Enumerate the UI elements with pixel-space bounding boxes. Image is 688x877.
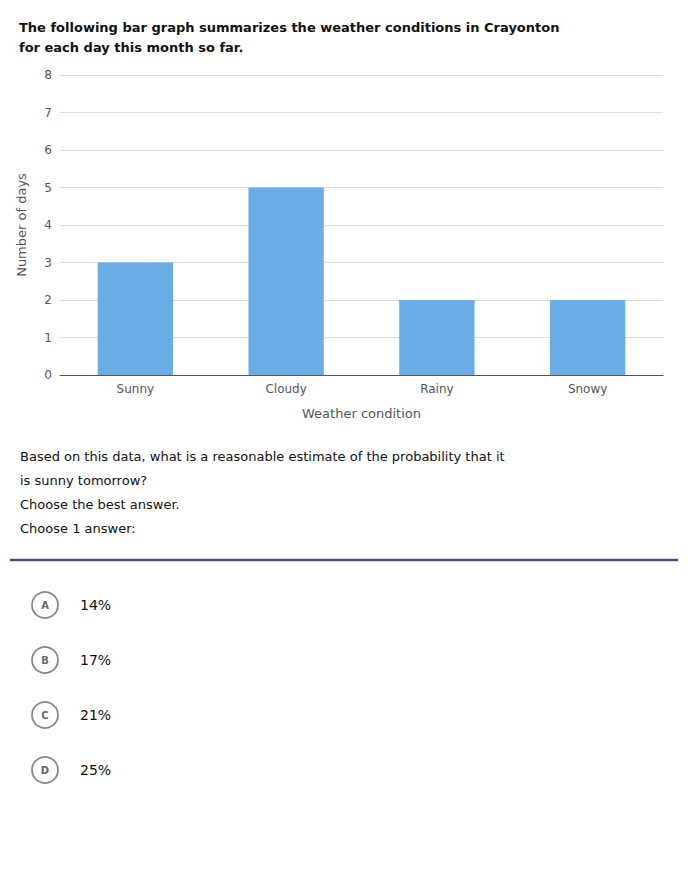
svg-text:A: A bbox=[41, 600, 49, 611]
svg-text:5: 5 bbox=[44, 181, 52, 195]
svg-text:The following bar graph summar: The following bar graph summarizes the w… bbox=[19, 20, 559, 35]
svg-text:8: 8 bbox=[44, 68, 52, 82]
svg-text:4: 4 bbox=[44, 218, 52, 232]
svg-text:14%: 14% bbox=[80, 597, 111, 613]
svg-text:B: B bbox=[41, 655, 49, 666]
svg-text:2: 2 bbox=[44, 293, 52, 307]
svg-text:Cloudy: Cloudy bbox=[265, 382, 306, 396]
svg-text:6: 6 bbox=[44, 143, 52, 157]
svg-text:C: C bbox=[41, 710, 48, 721]
svg-text:is sunny tomorrow?: is sunny tomorrow? bbox=[20, 473, 147, 488]
svg-text:Snowy: Snowy bbox=[568, 382, 607, 396]
svg-text:21%: 21% bbox=[80, 707, 111, 723]
svg-text:for each day this month so far: for each day this month so far. bbox=[19, 40, 243, 55]
svg-text:Based on this data, what is a: Based on this data, what is a reasonable… bbox=[20, 449, 505, 464]
svg-text:3: 3 bbox=[44, 256, 52, 270]
svg-text:Choose 1 answer:: Choose 1 answer: bbox=[20, 521, 136, 536]
svg-text:Number of days: Number of days bbox=[14, 173, 29, 277]
svg-text:Rainy: Rainy bbox=[420, 382, 453, 396]
svg-text:Sunny: Sunny bbox=[117, 382, 155, 396]
svg-text:25%: 25% bbox=[80, 762, 111, 778]
svg-text:Choose the best answer.: Choose the best answer. bbox=[20, 497, 180, 512]
svg-text:7: 7 bbox=[44, 106, 52, 120]
svg-text:17%: 17% bbox=[80, 652, 111, 668]
svg-text:D: D bbox=[41, 765, 49, 776]
svg-text:1: 1 bbox=[44, 331, 52, 345]
svg-text:0: 0 bbox=[44, 368, 52, 382]
svg-text:Weather condition: Weather condition bbox=[302, 406, 421, 421]
